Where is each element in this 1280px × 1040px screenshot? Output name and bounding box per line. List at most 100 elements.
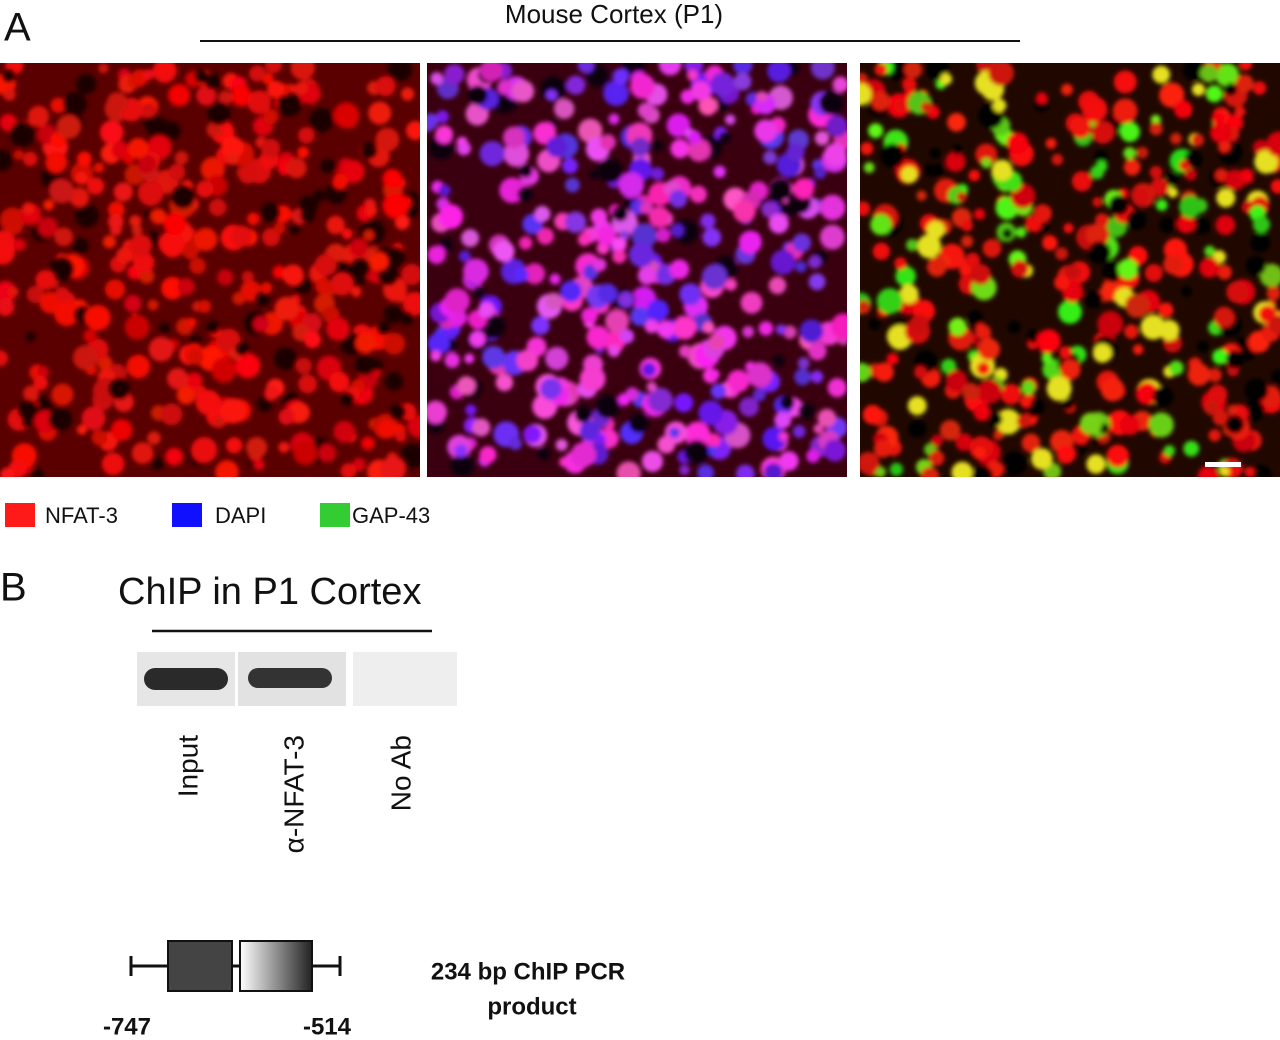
cell bbox=[293, 441, 318, 465]
cell bbox=[326, 215, 345, 235]
cell bbox=[795, 261, 807, 273]
cell bbox=[249, 65, 266, 82]
cell bbox=[158, 230, 185, 257]
cell bbox=[211, 357, 237, 383]
cell bbox=[813, 423, 824, 434]
cell bbox=[363, 229, 375, 241]
cell bbox=[167, 367, 189, 390]
cell bbox=[1227, 404, 1238, 415]
cell bbox=[467, 85, 488, 106]
cell bbox=[217, 269, 234, 286]
gel-band bbox=[248, 668, 332, 688]
cell bbox=[226, 437, 243, 454]
cell bbox=[438, 204, 464, 230]
cell bbox=[674, 393, 694, 413]
cell bbox=[255, 290, 271, 307]
cell bbox=[81, 406, 106, 431]
cells bbox=[860, 63, 1280, 477]
cell bbox=[51, 383, 74, 406]
cell bbox=[74, 203, 99, 228]
cell bbox=[560, 280, 582, 302]
cell bbox=[700, 213, 716, 229]
cell bbox=[187, 348, 204, 365]
cell bbox=[1208, 429, 1222, 442]
cell bbox=[1199, 64, 1218, 83]
cell bbox=[177, 278, 195, 296]
cell bbox=[1042, 235, 1058, 251]
cell bbox=[939, 419, 961, 441]
cell bbox=[204, 73, 222, 90]
cell bbox=[1165, 172, 1179, 186]
cell bbox=[0, 239, 16, 265]
cell bbox=[1060, 83, 1073, 96]
cell bbox=[1002, 228, 1013, 239]
cell bbox=[458, 250, 471, 263]
cell bbox=[98, 63, 109, 74]
cell bbox=[1173, 100, 1193, 119]
cell bbox=[727, 369, 750, 393]
cell bbox=[955, 433, 973, 451]
cell bbox=[263, 108, 279, 125]
cell bbox=[1167, 187, 1179, 198]
cell bbox=[35, 269, 56, 290]
cell bbox=[652, 140, 664, 152]
cell bbox=[106, 92, 128, 113]
cell bbox=[679, 464, 690, 476]
cell bbox=[137, 180, 164, 206]
cell bbox=[1119, 414, 1140, 436]
cell bbox=[399, 311, 414, 326]
cell bbox=[616, 461, 641, 477]
cell bbox=[110, 419, 133, 441]
cell bbox=[402, 291, 420, 316]
cell bbox=[774, 411, 792, 429]
cell bbox=[1181, 285, 1192, 297]
cell bbox=[260, 282, 273, 294]
cell bbox=[1239, 168, 1254, 183]
cell bbox=[1016, 414, 1031, 429]
cell bbox=[644, 318, 659, 334]
cell bbox=[328, 371, 350, 393]
cell bbox=[982, 238, 1002, 258]
cell bbox=[76, 424, 88, 435]
cell bbox=[1135, 382, 1159, 405]
cell bbox=[1081, 96, 1108, 123]
cell bbox=[690, 80, 711, 101]
cell bbox=[975, 323, 988, 336]
cell bbox=[1144, 263, 1163, 283]
cell bbox=[532, 393, 558, 419]
cell bbox=[161, 276, 184, 300]
cell bbox=[83, 329, 97, 343]
cell bbox=[708, 369, 720, 380]
cell bbox=[1187, 363, 1211, 386]
cell bbox=[266, 80, 285, 99]
cell bbox=[189, 257, 206, 275]
cell bbox=[562, 157, 579, 174]
cell bbox=[502, 126, 525, 149]
cell bbox=[798, 402, 815, 420]
cell bbox=[444, 64, 465, 85]
cell bbox=[1254, 149, 1279, 174]
cell bbox=[1015, 227, 1027, 238]
cell bbox=[1179, 160, 1190, 171]
cells bbox=[0, 63, 420, 477]
cell bbox=[975, 143, 998, 166]
cell bbox=[129, 215, 142, 228]
cell bbox=[407, 415, 420, 438]
cell bbox=[427, 113, 439, 129]
cell bbox=[863, 162, 875, 173]
cell bbox=[767, 63, 791, 83]
cell bbox=[33, 375, 49, 391]
cell bbox=[1212, 409, 1229, 426]
cell bbox=[778, 431, 790, 442]
cell bbox=[315, 277, 332, 295]
lane-label: Input bbox=[172, 735, 203, 797]
cell bbox=[0, 467, 15, 477]
cell bbox=[513, 267, 529, 283]
cell bbox=[400, 443, 420, 469]
cell bbox=[264, 63, 283, 74]
cell bbox=[72, 345, 98, 371]
cell bbox=[608, 113, 620, 125]
cell bbox=[1045, 137, 1057, 149]
cell bbox=[378, 265, 399, 286]
cell bbox=[99, 120, 124, 145]
